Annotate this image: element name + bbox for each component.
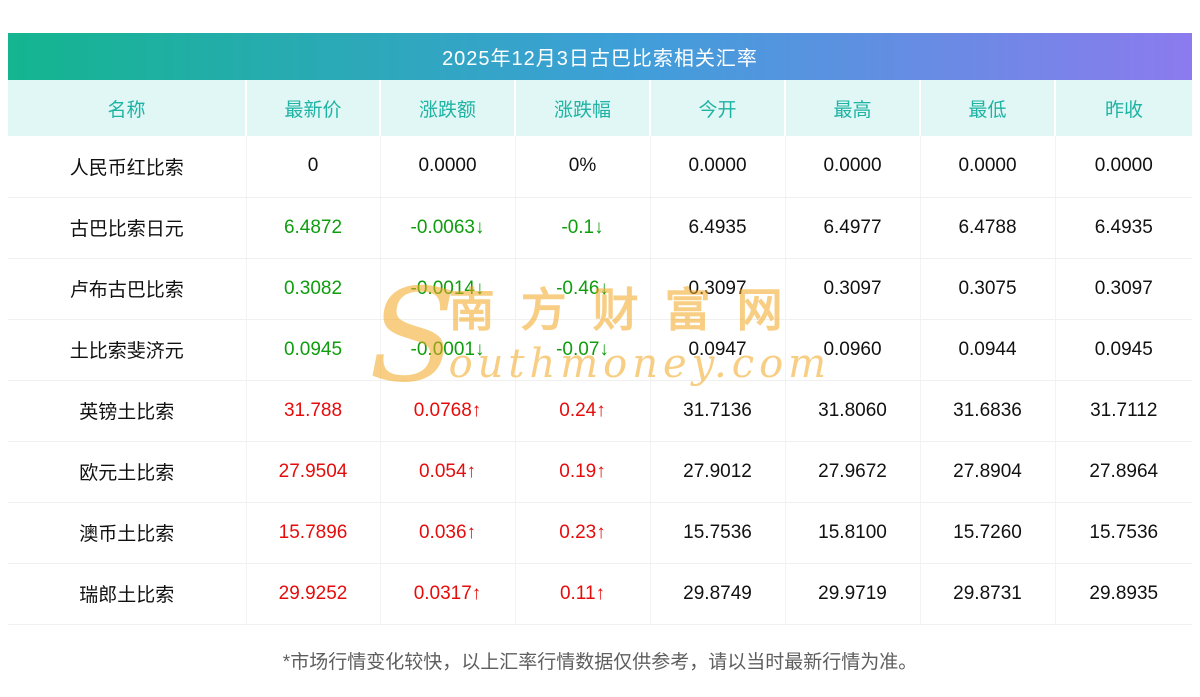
prev-close: 6.4935 [1055, 197, 1192, 259]
high-price: 15.8100 [785, 502, 921, 564]
low-price: 6.4788 [920, 197, 1056, 259]
low-price: 0.0000 [920, 136, 1056, 198]
change-amount: 0.054↑ [380, 441, 516, 503]
table-header-row: 名称 最新价 涨跌额 涨跌幅 今开 最高 最低 昨收 [8, 80, 1192, 136]
pair-name: 英镑土比索 [8, 380, 247, 442]
change-percent: 0.19↑ [515, 441, 651, 503]
change-amount: 0.0000 [380, 136, 516, 198]
column-header-change: 涨跌额 [380, 80, 516, 136]
pair-name: 土比索斐济元 [8, 319, 247, 381]
table-row: 土比索斐济元 0.0945 -0.0001↓ -0.07↓ 0.0947 0.0… [8, 319, 1192, 381]
pair-name: 卢布古巴比索 [8, 258, 247, 320]
disclaimer-text: *市场行情变化较快，以上汇率行情数据仅供参考，请以当时最新行情为准。 [282, 651, 918, 673]
change-percent: -0.07↓ [515, 319, 651, 381]
high-price: 6.4977 [785, 197, 921, 259]
pair-name: 人民币红比索 [8, 136, 247, 198]
latest-price: 6.4872 [246, 197, 381, 259]
latest-price: 15.7896 [246, 502, 381, 564]
change-amount: -0.0014↓ [380, 258, 516, 320]
table-row: 人民币红比索 0 0.0000 0% 0.0000 0.0000 0.0000 … [8, 136, 1192, 198]
change-amount: -0.0001↓ [380, 319, 516, 381]
high-price: 27.9672 [785, 441, 921, 503]
low-price: 31.6836 [920, 380, 1056, 442]
change-amount: 0.0768↑ [380, 380, 516, 442]
high-price: 31.8060 [785, 380, 921, 442]
column-header-prev: 昨收 [1055, 80, 1192, 136]
latest-price: 0 [246, 136, 381, 198]
open-price: 6.4935 [650, 197, 786, 259]
open-price: 15.7536 [650, 502, 786, 564]
prev-close: 27.8964 [1055, 441, 1192, 503]
pair-name: 瑞郎土比索 [8, 563, 247, 625]
high-price: 0.3097 [785, 258, 921, 320]
change-percent: 0.11↑ [515, 563, 651, 625]
prev-close: 31.7112 [1055, 380, 1192, 442]
change-amount: -0.0063↓ [380, 197, 516, 259]
page: 2025年12月3日古巴比索相关汇率 名称 最新价 涨跌额 涨跌幅 今开 最高 … [8, 33, 1192, 673]
pair-name: 古巴比索日元 [8, 197, 247, 259]
exchange-rate-table: 名称 最新价 涨跌额 涨跌幅 今开 最高 最低 昨收 人民币红比索 0 0.00… [8, 80, 1192, 625]
open-price: 29.8749 [650, 563, 786, 625]
open-price: 0.0000 [650, 136, 786, 198]
column-header-open: 今开 [650, 80, 786, 136]
column-header-high: 最高 [785, 80, 921, 136]
low-price: 15.7260 [920, 502, 1056, 564]
table-row: 欧元土比索 27.9504 0.054↑ 0.19↑ 27.9012 27.96… [8, 441, 1192, 503]
prev-close: 15.7536 [1055, 502, 1192, 564]
column-header-low: 最低 [920, 80, 1056, 136]
latest-price: 0.3082 [246, 258, 381, 320]
column-header-name: 名称 [8, 80, 247, 136]
high-price: 0.0960 [785, 319, 921, 381]
pair-name: 澳币土比索 [8, 502, 247, 564]
change-percent: -0.1↓ [515, 197, 651, 259]
latest-price: 0.0945 [246, 319, 381, 381]
change-amount: 0.0317↑ [380, 563, 516, 625]
table-row: 澳币土比索 15.7896 0.036↑ 0.23↑ 15.7536 15.81… [8, 502, 1192, 564]
high-price: 29.9719 [785, 563, 921, 625]
open-price: 27.9012 [650, 441, 786, 503]
low-price: 29.8731 [920, 563, 1056, 625]
low-price: 0.0944 [920, 319, 1056, 381]
table-row: 英镑土比索 31.788 0.0768↑ 0.24↑ 31.7136 31.80… [8, 380, 1192, 442]
change-percent: 0.23↑ [515, 502, 651, 564]
latest-price: 27.9504 [246, 441, 381, 503]
open-price: 0.3097 [650, 258, 786, 320]
column-header-pct: 涨跌幅 [515, 80, 651, 136]
table-row: 瑞郎土比索 29.9252 0.0317↑ 0.11↑ 29.8749 29.9… [8, 563, 1192, 625]
open-price: 0.0947 [650, 319, 786, 381]
pair-name: 欧元土比索 [8, 441, 247, 503]
prev-close: 0.0000 [1055, 136, 1192, 198]
table-body: 人民币红比索 0 0.0000 0% 0.0000 0.0000 0.0000 … [8, 136, 1192, 625]
change-percent: 0% [515, 136, 651, 198]
open-price: 31.7136 [650, 380, 786, 442]
prev-close: 29.8935 [1055, 563, 1192, 625]
high-price: 0.0000 [785, 136, 921, 198]
low-price: 0.3075 [920, 258, 1056, 320]
prev-close: 0.0945 [1055, 319, 1192, 381]
page-title: 2025年12月3日古巴比索相关汇率 [8, 33, 1192, 80]
table-row: 古巴比索日元 6.4872 -0.0063↓ -0.1↓ 6.4935 6.49… [8, 197, 1192, 259]
change-percent: -0.46↓ [515, 258, 651, 320]
prev-close: 0.3097 [1055, 258, 1192, 320]
latest-price: 31.788 [246, 380, 381, 442]
change-percent: 0.24↑ [515, 380, 651, 442]
low-price: 27.8904 [920, 441, 1056, 503]
table-row: 卢布古巴比索 0.3082 -0.0014↓ -0.46↓ 0.3097 0.3… [8, 258, 1192, 320]
column-header-latest: 最新价 [246, 80, 381, 136]
change-amount: 0.036↑ [380, 502, 516, 564]
latest-price: 29.9252 [246, 563, 381, 625]
